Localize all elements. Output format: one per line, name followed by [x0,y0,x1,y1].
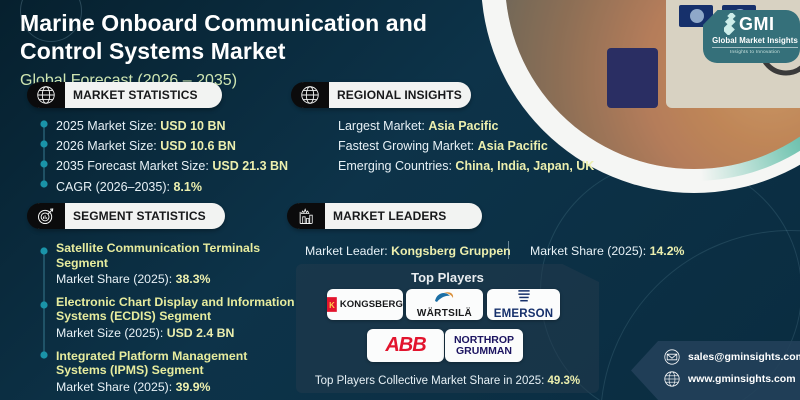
svg-text:K: K [329,301,335,310]
